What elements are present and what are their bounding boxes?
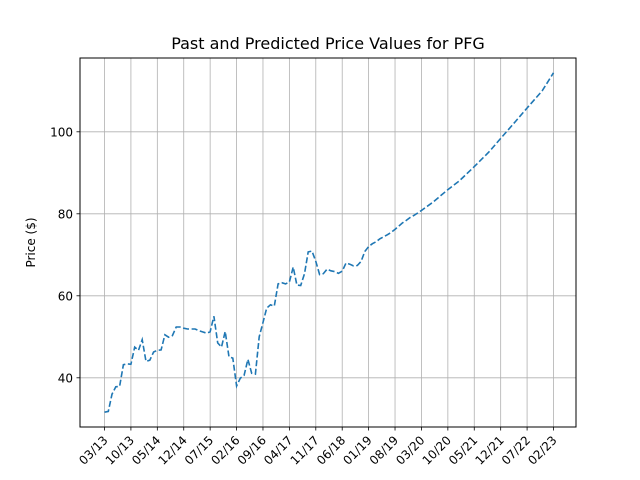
x-tick-label: 05/21 [446, 433, 480, 467]
x-tick-label: 10/13 [103, 433, 137, 467]
series-line-pfg [104, 72, 555, 413]
y-axis: 40 60 80 100 [50, 125, 80, 385]
x-tick-label: 03/20 [393, 433, 427, 467]
y-tick-label: 100 [50, 125, 73, 139]
x-tick-label: 12/21 [472, 433, 506, 467]
x-tick-label: 04/17 [261, 433, 295, 467]
x-tick-label: 12/14 [155, 433, 189, 467]
x-tick-label: 01/19 [340, 433, 374, 467]
x-tick-label: 03/13 [76, 433, 110, 467]
plot-frame [79, 57, 577, 428]
x-tick-label: 06/18 [314, 433, 348, 467]
x-tick-label: 05/14 [129, 433, 163, 467]
x-tick-label: 02/23 [525, 433, 559, 467]
x-tick-label: 07/15 [182, 433, 216, 467]
y-axis-label: Price ($) [24, 217, 38, 267]
chart-title: Past and Predicted Price Values for PFG [171, 34, 485, 53]
x-tick-label: 10/20 [420, 433, 454, 467]
y-tick-label: 60 [58, 289, 73, 303]
x-axis: 03/1310/1305/1412/1407/1502/1609/1604/17… [76, 427, 560, 468]
x-tick-label: 08/19 [367, 433, 401, 467]
grid-lines [80, 58, 576, 427]
y-tick-label: 40 [58, 371, 73, 385]
x-tick-label: 02/16 [208, 433, 242, 467]
x-tick-label: 11/17 [288, 433, 322, 467]
x-tick-label: 09/16 [235, 433, 269, 467]
y-tick-label: 80 [58, 207, 73, 221]
x-tick-label: 07/22 [499, 433, 533, 467]
